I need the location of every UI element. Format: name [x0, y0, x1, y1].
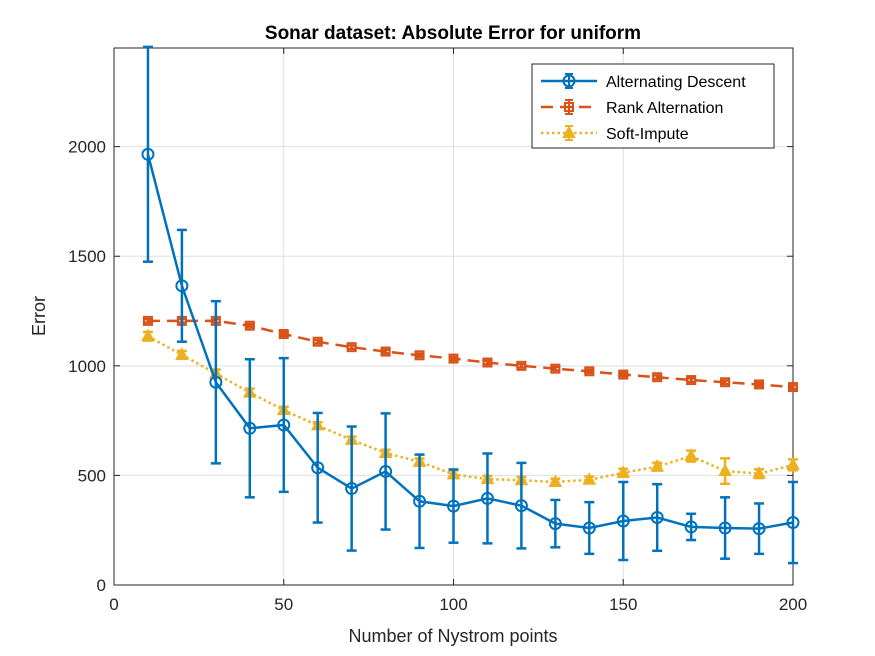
- series-line: [147, 319, 794, 389]
- data-point: [209, 375, 223, 389]
- data-point: [752, 522, 766, 536]
- data-point: [548, 474, 563, 487]
- data-point: [550, 363, 561, 374]
- data-point: [686, 375, 697, 386]
- legend-entry: Alternating Descent: [541, 73, 746, 91]
- data-point: [584, 366, 595, 377]
- data-point: [788, 382, 798, 393]
- data-point: [582, 521, 596, 535]
- legend-marker: [564, 102, 574, 112]
- series-layer: [141, 45, 800, 565]
- series-1: [142, 315, 798, 393]
- data-point: [380, 346, 391, 357]
- y-tick-label: 500: [78, 466, 106, 485]
- data-point: [448, 353, 459, 364]
- data-point: [582, 472, 597, 485]
- data-point: [311, 461, 325, 475]
- legend-label: Soft-Impute: [606, 126, 689, 143]
- data-point: [414, 350, 425, 361]
- y-tick-label: 2000: [68, 138, 106, 157]
- x-tick-label: 0: [109, 595, 118, 614]
- data-point: [752, 466, 766, 479]
- data-point: [650, 459, 665, 472]
- y-tick-label: 1000: [68, 357, 106, 376]
- x-tick-label: 100: [439, 595, 467, 614]
- y-tick-label: 1500: [68, 247, 106, 266]
- y-axis-label: Error: [29, 296, 49, 336]
- data-point: [243, 421, 257, 435]
- legend-label: Rank Alternation: [606, 100, 723, 117]
- data-point: [650, 510, 664, 524]
- legend-marker: [562, 74, 576, 88]
- data-point: [548, 517, 562, 531]
- data-point: [175, 279, 189, 293]
- data-point: [244, 320, 255, 331]
- legend-entry: Soft-Impute: [541, 125, 689, 143]
- chart-title: Sonar dataset: Absolute Error for unifor…: [265, 23, 641, 44]
- y-tick-label: 0: [97, 576, 106, 595]
- data-point: [718, 463, 732, 477]
- data-point: [718, 521, 732, 535]
- data-point: [346, 342, 357, 353]
- data-point: [754, 379, 765, 390]
- data-point: [141, 328, 155, 342]
- data-point: [277, 418, 291, 432]
- data-point: [514, 499, 528, 513]
- data-point: [480, 491, 494, 505]
- data-point: [616, 514, 630, 528]
- data-point: [786, 516, 800, 530]
- legend-label: Alternating Descent: [606, 74, 746, 91]
- data-point: [720, 377, 731, 388]
- data-point: [278, 329, 289, 340]
- data-point: [786, 457, 800, 470]
- data-point: [345, 482, 359, 496]
- legend-marker: [562, 125, 576, 138]
- data-point: [652, 372, 663, 383]
- data-point: [312, 336, 323, 347]
- data-point: [142, 315, 153, 326]
- data-point: [379, 464, 393, 478]
- data-point: [618, 369, 629, 380]
- data-point: [516, 360, 527, 371]
- legend-entry: Rank Alternation: [541, 99, 723, 117]
- series-0: [141, 45, 800, 565]
- data-point: [684, 448, 698, 462]
- x-tick-label: 200: [779, 595, 807, 614]
- x-axis-label: Number of Nystrom points: [348, 626, 557, 646]
- x-tick-label: 50: [274, 595, 293, 614]
- data-point: [413, 494, 427, 508]
- data-point: [447, 499, 460, 513]
- data-point: [141, 147, 155, 161]
- data-point: [684, 520, 698, 534]
- data-point: [175, 347, 189, 360]
- x-tick-label: 150: [609, 595, 637, 614]
- data-point: [482, 357, 493, 368]
- legend: Alternating Descent Rank Alternation Soft-…: [531, 63, 775, 149]
- data-point: [616, 465, 631, 478]
